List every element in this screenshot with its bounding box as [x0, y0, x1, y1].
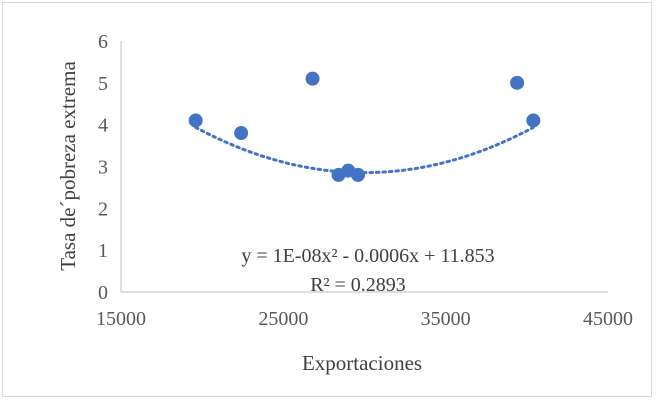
x-axis-ticks: 15000 25000 35000 45000	[96, 308, 633, 330]
y-axis-ticks: 0 1 2 3 4 5 6	[98, 31, 108, 304]
data-point	[526, 113, 541, 128]
y-tick-label: 5	[98, 73, 108, 95]
trendline-r-squared: R² = 0.2893	[310, 274, 406, 296]
x-tick-label: 25000	[258, 308, 308, 330]
data-point	[305, 71, 320, 86]
data-point	[510, 75, 525, 90]
y-axis-title: Tasa de´pobreza extrema	[56, 61, 80, 271]
x-axis-title: Exportaciones	[302, 351, 422, 375]
x-tick-label: 15000	[96, 308, 146, 330]
y-tick-label: 6	[98, 31, 108, 53]
chart-frame	[2, 2, 652, 397]
trendline-equation: y = 1E-08x² - 0.0006x + 11.853	[241, 245, 494, 267]
data-point	[188, 113, 203, 128]
y-tick-label: 1	[98, 240, 108, 262]
x-tick-label: 35000	[421, 308, 471, 330]
y-tick-label: 0	[98, 282, 108, 304]
data-point	[351, 167, 366, 182]
x-tick-label: 45000	[583, 308, 633, 330]
data-points	[188, 71, 541, 182]
data-point	[234, 126, 249, 141]
y-tick-label: 4	[98, 115, 108, 137]
y-tick-label: 2	[98, 198, 108, 220]
y-tick-label: 3	[98, 157, 108, 179]
